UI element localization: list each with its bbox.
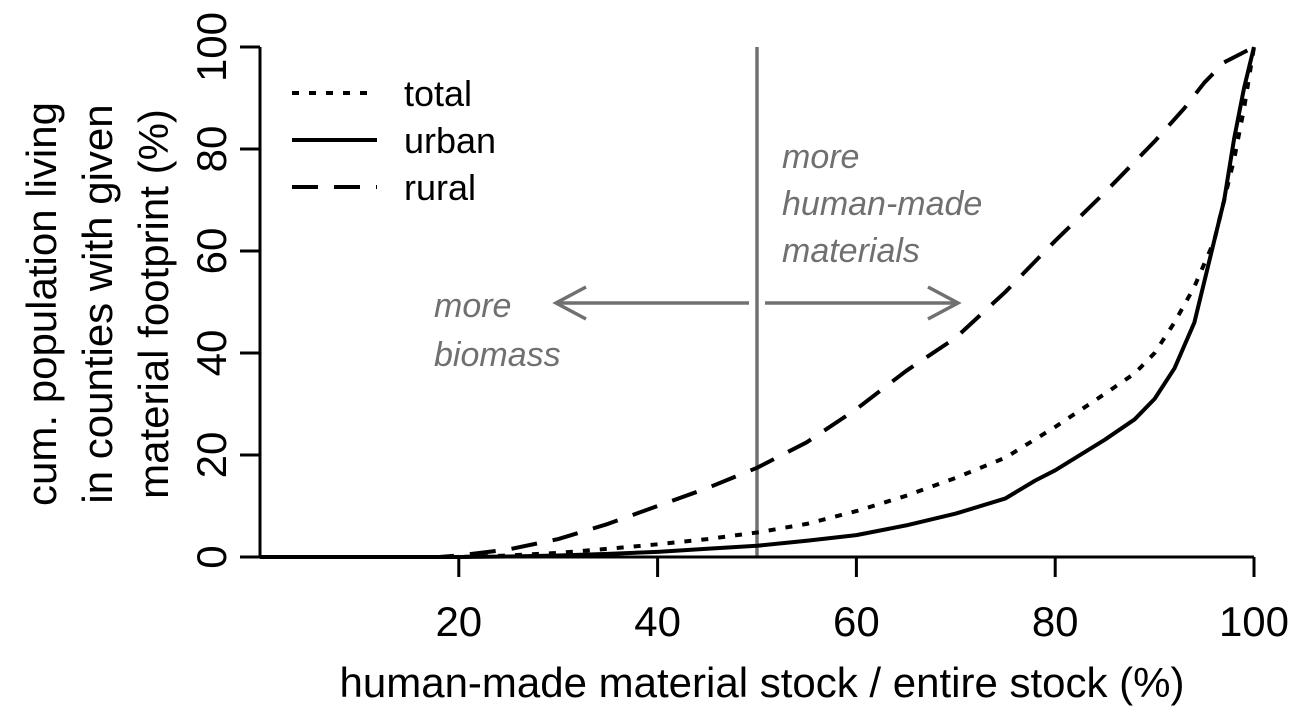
annotation-right-line-2: human-made: [782, 185, 982, 223]
legend-label-rural: rural: [404, 167, 476, 208]
y-tick-label-80: 80: [188, 126, 235, 173]
series-line-urban: [260, 46, 1256, 559]
x-tick-label-100: 100: [1219, 598, 1289, 645]
plot-area: [260, 45, 1256, 559]
y-axis-title-line-3: material footprint (%): [130, 109, 177, 499]
y-axis-title-line-1: cum. population living: [18, 102, 65, 506]
y-tick-label-0: 0: [188, 545, 235, 568]
legend-label-urban: urban: [404, 120, 496, 161]
x-tick-label-20: 20: [435, 598, 482, 645]
y-tick-label-60: 60: [188, 228, 235, 275]
axes: 20 40 60 80 100 0 20 40 60 80 100 human-made materi…: [18, 12, 1289, 706]
series-line-rural: [260, 45, 1255, 559]
y-tick-label-20: 20: [188, 432, 235, 479]
x-axis-title: human-made material stock / entire stock…: [340, 659, 1185, 706]
y-tick-label-40: 40: [188, 330, 235, 377]
y-axis-title-line-2: in counties with given: [74, 104, 121, 503]
annotation-right-line-1: more: [782, 138, 859, 176]
x-tick-label-40: 40: [634, 598, 681, 645]
annotation-left-line-2: biomass: [434, 336, 561, 374]
x-tick-label-60: 60: [833, 598, 880, 645]
arrow-left-head: [552, 285, 587, 321]
annotations: more biomass more human-made materials: [434, 138, 982, 374]
legend: total urban rural: [292, 73, 496, 208]
y-tick-label-100: 100: [188, 12, 235, 82]
arrow-right-head: [927, 285, 962, 321]
legend-label-total: total: [404, 73, 472, 114]
annotation-left-line-1: more: [434, 287, 511, 325]
x-tick-label-80: 80: [1032, 598, 1079, 645]
annotation-right-line-3: materials: [782, 232, 920, 270]
